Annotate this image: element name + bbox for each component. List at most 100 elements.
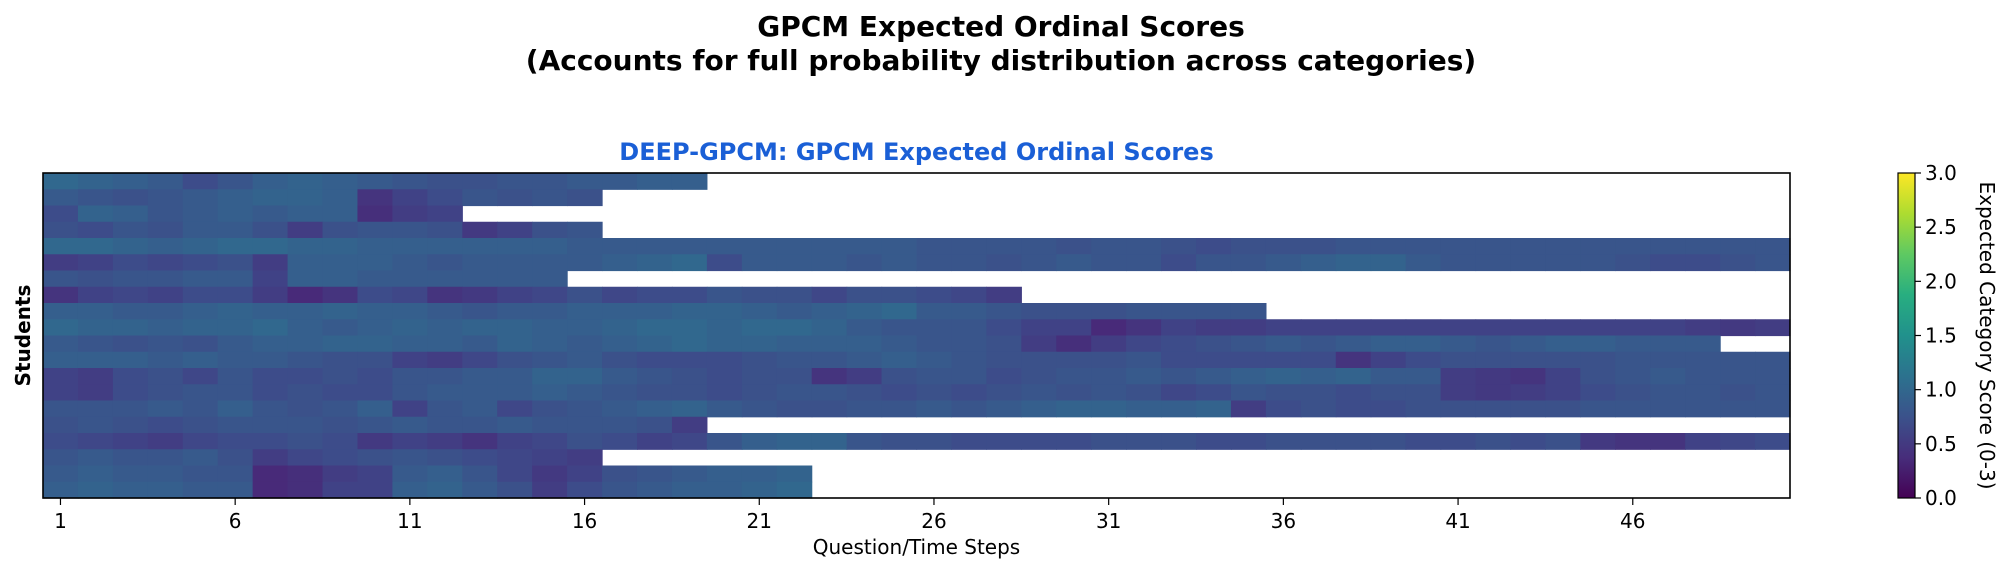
heatmap-cell: [287, 433, 324, 450]
heatmap-cell: [182, 303, 219, 320]
heatmap-cell: [881, 384, 918, 402]
heatmap-cell: [567, 416, 603, 434]
heatmap-cell: [147, 416, 184, 434]
heatmap-cell: [1580, 368, 1616, 385]
heatmap-cell: [567, 254, 603, 272]
heatmap-cell: [1335, 368, 1372, 385]
heatmap-cell: [986, 433, 1022, 450]
heatmap-cell: [43, 205, 79, 223]
heatmap-cell: [1021, 319, 1057, 337]
heatmap-cell: [881, 319, 918, 337]
heatmap-cell: [1230, 254, 1267, 272]
heatmap-cell: [741, 286, 778, 304]
heatmap-cell: [1230, 433, 1267, 450]
heatmap-cell: [671, 303, 708, 320]
heatmap-cell: [497, 481, 533, 499]
heatmap-cell: [1405, 254, 1442, 272]
heatmap-cell: [636, 254, 673, 272]
x-tick-label: 11: [397, 509, 422, 533]
heatmap-cell: [217, 189, 254, 207]
heatmap-cell: [1161, 319, 1197, 337]
heatmap-cell: [1650, 254, 1686, 272]
heatmap-cell: [357, 368, 393, 385]
heatmap-cell: [497, 384, 533, 402]
heatmap-cell: [741, 303, 778, 320]
heatmap-cell: [182, 189, 219, 207]
heatmap-cell: [322, 173, 359, 190]
heatmap-cell: [636, 384, 673, 402]
heatmap-cell: [1475, 254, 1512, 272]
heatmap-cell: [1650, 368, 1686, 385]
heatmap-cell: [916, 286, 953, 304]
heatmap-cell: [217, 270, 254, 288]
heatmap-cell: [462, 173, 498, 190]
heatmap-cell: [1126, 319, 1162, 337]
heatmap-cell: [532, 416, 568, 434]
colorbar: [1897, 172, 1916, 499]
heatmap-cell: [287, 205, 324, 223]
heatmap-cell: [1265, 433, 1302, 450]
heatmap-cell: [217, 384, 254, 402]
heatmap-cell: [462, 481, 498, 499]
heatmap-cell: [776, 335, 813, 353]
heatmap-cell: [357, 238, 393, 255]
heatmap-cell: [497, 254, 533, 272]
heatmap-cell: [1720, 368, 1756, 385]
heatmap-cell: [986, 254, 1022, 272]
heatmap-cell: [1196, 368, 1232, 385]
heatmap-cell: [182, 221, 219, 239]
heatmap-cell: [43, 368, 79, 385]
heatmap-cell: [217, 433, 254, 450]
heatmap-cell: [182, 238, 219, 255]
heatmap-cell: [1196, 384, 1232, 402]
heatmap-cell: [671, 286, 708, 304]
heatmap-cell: [881, 351, 918, 369]
heatmap-cell: [706, 351, 743, 369]
heatmap-cell: [1300, 433, 1337, 450]
heatmap-cell: [671, 465, 708, 483]
heatmap-cell: [1056, 238, 1092, 255]
heatmap-cell: [846, 286, 883, 304]
heatmap-cell: [1021, 400, 1057, 418]
heatmap-cell: [1335, 319, 1372, 337]
heatmap-cell: [1545, 384, 1581, 402]
colorbar-tick-label: 0.5: [1925, 432, 1957, 456]
heatmap-cell: [1091, 335, 1127, 353]
heatmap-cell: [567, 221, 603, 239]
heatmap-cell: [462, 449, 498, 467]
heatmap-cell: [567, 465, 603, 483]
heatmap-cell: [846, 351, 883, 369]
heatmap-cell: [287, 303, 324, 320]
heatmap-cell: [392, 416, 428, 434]
heatmap-cell: [636, 303, 673, 320]
heatmap-cell: [986, 368, 1022, 385]
heatmap-cell: [1056, 384, 1092, 402]
heatmap-cell: [636, 433, 673, 450]
heatmap-cell: [357, 173, 393, 190]
heatmap-cell: [43, 416, 79, 434]
heatmap-cell: [112, 449, 149, 467]
heatmap-cell: [77, 465, 114, 483]
heatmap-cell: [1545, 319, 1581, 337]
heatmap-cell: [77, 303, 114, 320]
heatmap-cell: [986, 286, 1022, 304]
heatmap-cell: [636, 400, 673, 418]
heatmap-cell: [252, 205, 289, 223]
heatmap-cell: [182, 351, 219, 369]
heatmap-cell: [741, 400, 778, 418]
heatmap-cell: [636, 335, 673, 353]
heatmap-cell: [182, 433, 219, 450]
heatmap-cell: [287, 221, 324, 239]
heatmap-cell: [1685, 400, 1721, 418]
heatmap-cell: [706, 238, 743, 255]
heatmap-cell: [392, 481, 428, 499]
heatmap-cell: [322, 351, 359, 369]
heatmap-cell: [357, 351, 393, 369]
heatmap-cell: [1091, 238, 1127, 255]
x-tick-label: 16: [572, 509, 597, 533]
heatmap-cell: [182, 319, 219, 337]
heatmap-cell: [427, 465, 463, 483]
y-axis-label: Students: [11, 285, 35, 387]
heatmap-cell: [916, 319, 953, 337]
colorbar-tick-label: 2.5: [1925, 215, 1957, 239]
